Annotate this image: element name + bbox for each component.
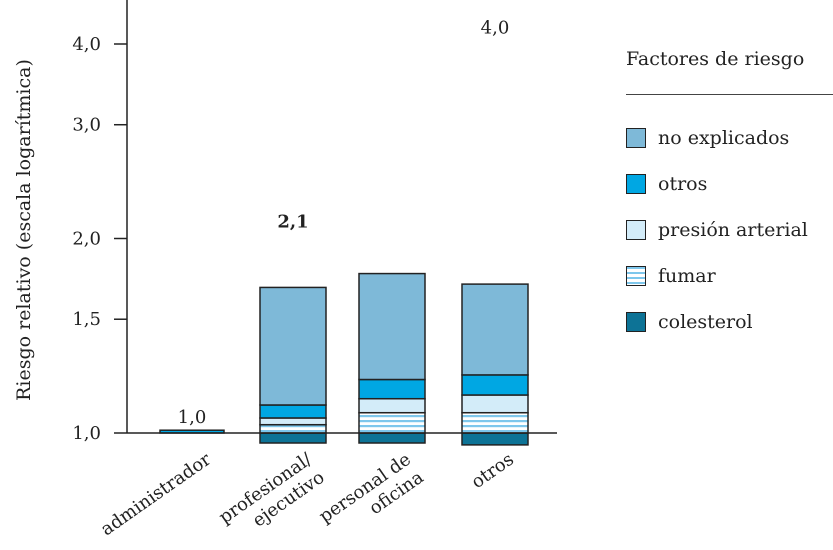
legend-label: no explicados	[658, 127, 790, 149]
legend-swatch	[626, 128, 646, 148]
legend-divider	[626, 94, 833, 95]
bar-segment-fumar	[461, 411, 529, 434]
legend: Factores de riesgo no explicados otros pre…	[626, 48, 833, 333]
bar-segment-no-explicados	[461, 283, 529, 376]
bar-segment-colesterol	[358, 432, 426, 444]
legend-label: presión arterial	[658, 219, 808, 241]
legend-label: fumar	[658, 265, 716, 287]
bar-segment-no-explicados	[259, 286, 327, 406]
y-tick-label: 1,5	[72, 309, 101, 330]
bar-segment-otros	[358, 378, 426, 400]
bar-total-label: 1,0	[178, 407, 207, 428]
x-category-label: personal deoficina	[315, 449, 427, 546]
legend-title: Factores de riesgo	[626, 48, 805, 70]
legend-item-fumar: fumar	[626, 264, 716, 288]
legend-swatch	[626, 220, 646, 240]
bar-segment-presion-arterial	[358, 397, 426, 414]
bar-segment-presion-arterial	[461, 394, 529, 414]
x-category-label: administrador	[97, 449, 215, 541]
bar-segment-fumar	[358, 411, 426, 434]
bar-segment-otros	[461, 374, 529, 396]
legend-label: colesterol	[658, 311, 753, 333]
legend-item-otros: otros	[626, 172, 707, 196]
legend-swatch	[626, 266, 646, 286]
legend-swatch	[626, 312, 646, 332]
legend-item-colesterol: colesterol	[626, 310, 753, 334]
y-tick-label: 4,0	[72, 34, 101, 55]
legend-label: otros	[658, 173, 708, 195]
y-tick-label: 2,0	[72, 229, 101, 250]
bar-segment-fumar	[259, 423, 327, 434]
legend-swatch	[626, 174, 646, 194]
bar-segment-colesterol	[461, 432, 529, 446]
bar-total-label: 4,0	[481, 18, 510, 39]
x-category-label: profesional/ejecutivo	[215, 448, 329, 546]
y-axis-label: Riesgo relativo (escala logarítmica)	[13, 59, 35, 401]
bar-segment-no-explicados	[358, 272, 426, 381]
y-tick-label: 1,0	[72, 423, 101, 444]
x-category-label: otros	[468, 449, 518, 493]
bar-total-label: 2,1	[277, 211, 308, 232]
bar-segment-otros	[259, 404, 327, 419]
legend-item-no-explicados: no explicados	[626, 126, 789, 150]
legend-item-presion-arterial: presión arterial	[626, 218, 808, 242]
y-tick-label: 3,0	[72, 115, 101, 136]
bar-segment-presion-arterial	[259, 417, 327, 426]
bar-segment-colesterol	[259, 432, 327, 444]
